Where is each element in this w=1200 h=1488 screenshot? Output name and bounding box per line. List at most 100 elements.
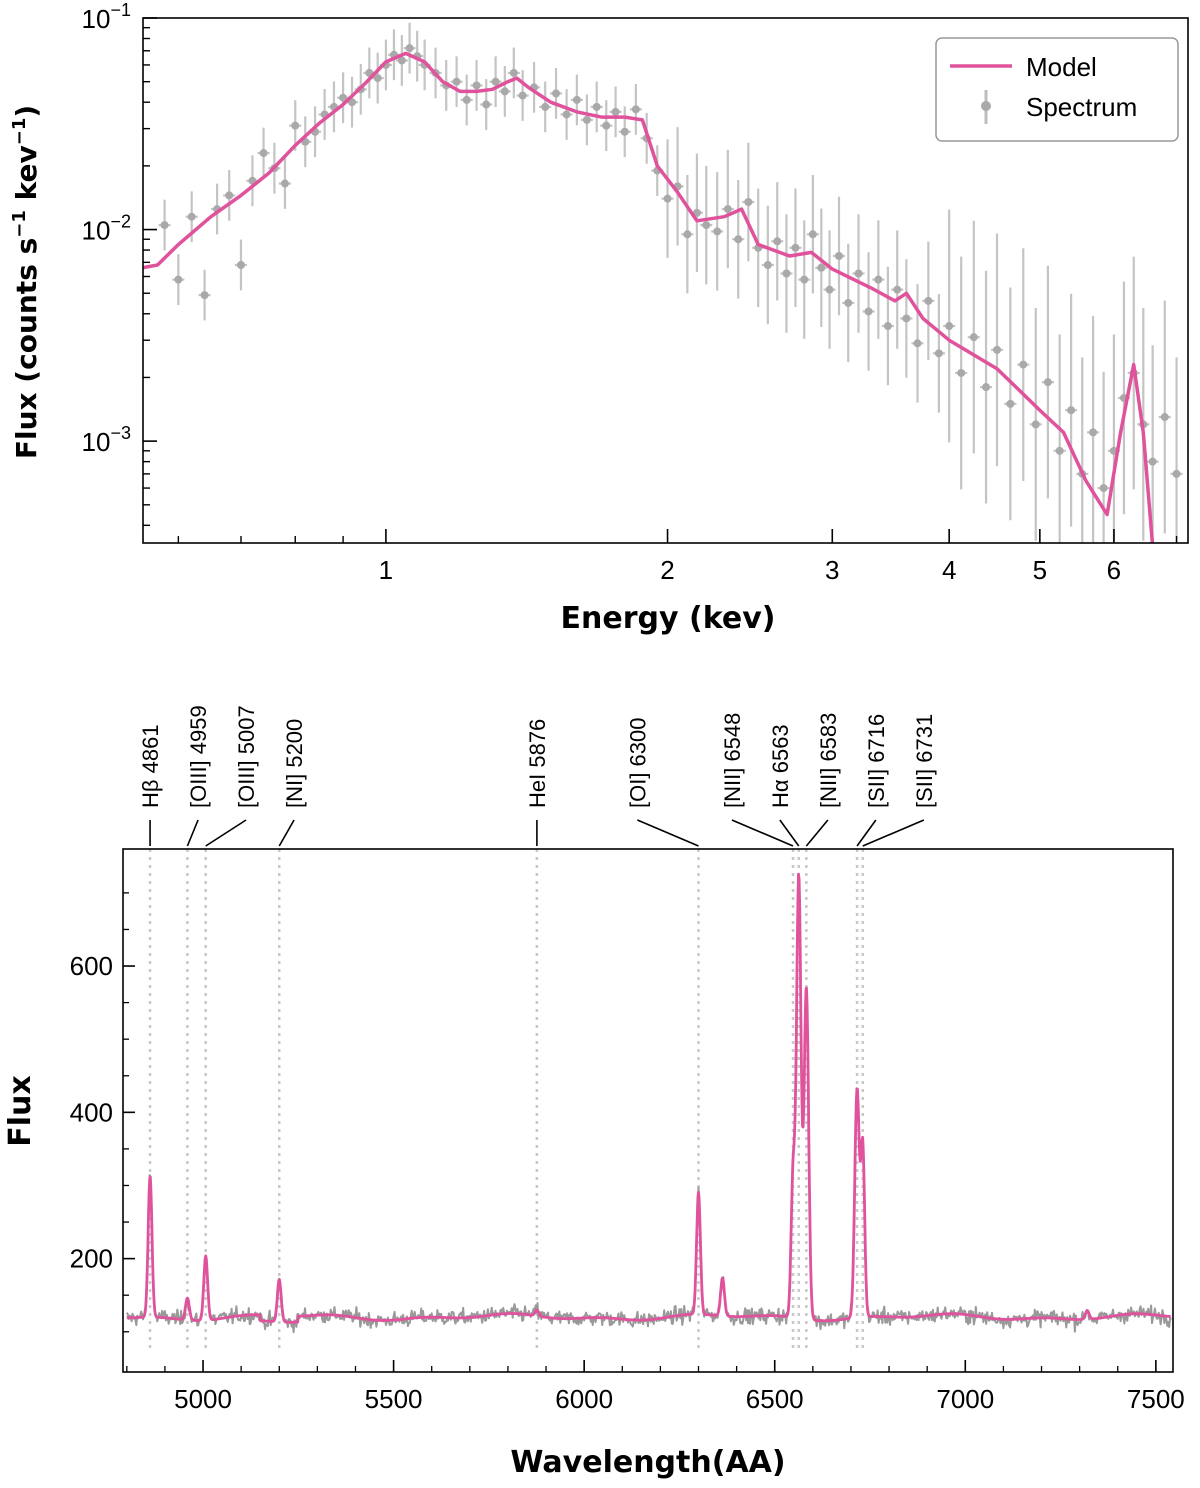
spectrum-point (582, 115, 591, 124)
spectrum-point (472, 81, 481, 90)
emission-line-leader (779, 819, 800, 847)
y-tick-label: 10−1 (82, 0, 131, 34)
spectrum-point (562, 110, 571, 119)
spectrum-point (874, 275, 883, 284)
model-line (143, 51, 1155, 543)
spectrum-point (864, 307, 873, 316)
spectrum-point (397, 56, 406, 65)
spectrum-point (902, 314, 911, 323)
emission-line-leader (205, 819, 247, 847)
legend-spectrum-marker (981, 101, 991, 111)
spectrum-point (462, 95, 471, 104)
spectrum-point (763, 261, 772, 270)
optical-spectrum-panel: 5000 5500 6000 6500 7000 7500 200 400 600 Hβ 48… (3, 705, 1185, 1480)
spectrum-point (883, 322, 892, 331)
x-tick-label: 3 (825, 555, 839, 585)
spectrum-point (957, 368, 966, 377)
optical-y-axis: 200 400 600 (70, 892, 135, 1333)
emission-line-label: HeI 5876 (525, 719, 550, 808)
spectrum-point (854, 269, 863, 278)
spectrum-point (631, 105, 640, 114)
emission-line-label: [OIII] 5007 (234, 705, 259, 808)
spectrum-point (373, 74, 382, 83)
emission-line-leader (637, 819, 699, 847)
x-tick-label: 2 (660, 555, 674, 585)
spectrum-point (225, 191, 234, 200)
y-tick-label: 10−3 (82, 423, 131, 457)
spectrum-point (683, 230, 692, 239)
spectrum-point (744, 197, 753, 206)
emission-line-label: [SII] 6716 (864, 714, 889, 808)
spectrum-point (500, 87, 509, 96)
spectrum-point (993, 345, 1002, 354)
spectrum-point (509, 68, 518, 77)
emission-line-label: [OI] 6300 (625, 717, 650, 808)
spectrum-point (482, 100, 491, 109)
spectrum-point (339, 93, 348, 102)
spectrum-point (835, 251, 844, 260)
optical-plot-frame (122, 848, 1174, 1373)
legend: Model Spectrum (935, 37, 1179, 142)
spectrum-point (1148, 457, 1157, 466)
spectrum-point (174, 275, 183, 284)
emission-line-label: [NII] 6583 (816, 713, 841, 808)
spectrum-point (825, 285, 834, 294)
xray-x-axis-title: Energy (kev) (561, 601, 776, 636)
optical-y-axis-title: Flux (3, 1075, 38, 1146)
x-tick-label: 5000 (174, 1384, 232, 1414)
spectrum-point (1006, 399, 1015, 408)
emission-line-leader (856, 819, 877, 847)
emission-line-leader (805, 819, 829, 847)
spectrum-point (1099, 484, 1108, 493)
spectrum-point (602, 121, 611, 130)
spectrum-point (945, 322, 954, 331)
emission-line-label: Hα 6563 (768, 724, 793, 808)
spectrum-point (611, 107, 620, 116)
spectrum-point (1019, 360, 1028, 369)
xray-spectrum-panel: 1 2 3 4 5 6 10−1 10−2 10−3 Energy (kev) Flux (c… (9, 0, 1189, 636)
spectrum-point (236, 261, 245, 270)
x-tick-label: 7500 (1127, 1384, 1185, 1414)
spectrum-point (893, 285, 902, 294)
spectrum-point (259, 149, 268, 158)
spectrum-point (924, 296, 933, 305)
legend-model-label: Model (1026, 52, 1097, 82)
spectrum-point (913, 339, 922, 348)
emission-line-label: [NI] 5200 (282, 719, 307, 808)
spectrum-point (800, 275, 809, 284)
xray-plot-frame (142, 17, 1189, 544)
x-tick-label: 5 (1033, 555, 1047, 585)
spectrum-point (782, 269, 791, 278)
legend-box (935, 37, 1179, 142)
emission-line-labels: Hβ 4861 [OIII] 4959 [OIII] 5007 [NI] 5200 He… (138, 705, 937, 847)
spectrum-point (592, 102, 601, 111)
spectrum-point (808, 230, 817, 239)
spectrum-point (552, 89, 561, 98)
spectrum-point (280, 179, 289, 188)
spectrum-point (1055, 446, 1064, 455)
x-tick-label: 1 (379, 555, 393, 585)
x-tick-label: 6 (1107, 555, 1121, 585)
spectrum-point (1172, 469, 1181, 478)
spectrum-point (969, 333, 978, 342)
spectrum-point (1160, 413, 1169, 422)
xray-x-axis: 1 2 3 4 5 6 (177, 529, 1178, 585)
spectrum-point (791, 243, 800, 252)
spectrum-point (200, 291, 209, 300)
emission-line-leader (278, 819, 295, 847)
spectrum-point (817, 263, 826, 272)
spectrum-point (844, 298, 853, 307)
emission-line-guides (148, 849, 865, 1352)
spectrum-point (405, 44, 414, 53)
x-tick-label: 7000 (936, 1384, 994, 1414)
optical-x-axis: 5000 5500 6000 6500 7000 7500 (126, 1360, 1185, 1414)
spectrum-point (713, 227, 722, 236)
spectrum-point (773, 237, 782, 246)
optical-x-axis-title: Wavelength(AA) (510, 1445, 785, 1480)
y-tick-label: 200 (70, 1244, 113, 1274)
emission-line-leader (731, 819, 794, 847)
spectrum-point (723, 205, 732, 214)
spectrum-point (160, 221, 169, 230)
legend-spectrum-label: Spectrum (1026, 92, 1137, 122)
